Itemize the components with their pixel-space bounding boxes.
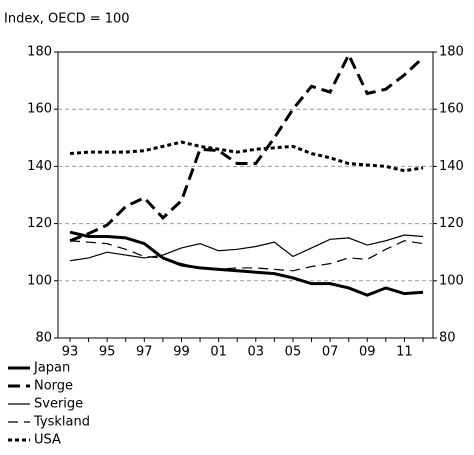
series-line bbox=[69, 234, 424, 262]
series-line bbox=[69, 140, 424, 173]
y2-tick-label: 180 bbox=[439, 45, 464, 60]
x-tick-label: 11 bbox=[396, 345, 413, 360]
y2-tick-label: 160 bbox=[439, 102, 464, 117]
x-tick-label: 93 bbox=[62, 345, 79, 360]
series-line bbox=[69, 240, 424, 272]
y-tick-label: 80 bbox=[35, 331, 52, 346]
x-tick-label: 03 bbox=[248, 345, 265, 360]
legend-label: Japan bbox=[33, 361, 70, 376]
x-tick-label: 99 bbox=[173, 345, 190, 360]
series-line bbox=[69, 230, 424, 297]
y-tick-label: 160 bbox=[27, 102, 52, 117]
y2-tick-label: 140 bbox=[439, 159, 464, 174]
x-tick-label: 97 bbox=[136, 345, 153, 360]
y-tick-label: 180 bbox=[27, 45, 52, 60]
x-tick-label: 01 bbox=[210, 345, 227, 360]
x-tick-label: 07 bbox=[322, 345, 339, 360]
y2-tick-label: 100 bbox=[439, 273, 464, 288]
y2-tick-label: 80 bbox=[439, 331, 456, 346]
y2-tick-label: 120 bbox=[439, 216, 464, 231]
legend-label: Tyskland bbox=[33, 415, 90, 430]
series-line bbox=[69, 51, 425, 243]
x-tick-label: 09 bbox=[359, 345, 376, 360]
plot-frame bbox=[57, 51, 434, 339]
legend-label: Norge bbox=[34, 379, 73, 394]
y-tick-label: 100 bbox=[27, 273, 52, 288]
legend-label: USA bbox=[34, 433, 61, 448]
x-tick-label: 05 bbox=[285, 345, 302, 360]
chart-subtitle: Index, OECD = 100 bbox=[4, 12, 130, 27]
y-tick-label: 140 bbox=[27, 159, 52, 174]
x-tick-label: 95 bbox=[99, 345, 116, 360]
legend-label: Sverige bbox=[34, 397, 83, 412]
y-tick-label: 120 bbox=[27, 216, 52, 231]
